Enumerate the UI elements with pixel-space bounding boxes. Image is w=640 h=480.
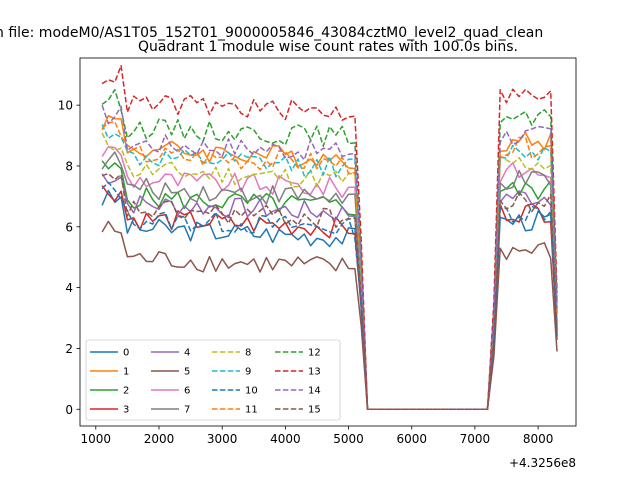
legend-label-15: 15 bbox=[308, 405, 321, 416]
y-tick-label: 0 bbox=[65, 403, 73, 417]
legend-label-10: 10 bbox=[245, 386, 258, 397]
x-tick-label: 6000 bbox=[396, 432, 427, 446]
legend-label-7: 7 bbox=[184, 405, 190, 416]
legend-label-5: 5 bbox=[184, 367, 190, 378]
series-line-5 bbox=[101, 220, 558, 411]
series-line-11 bbox=[101, 120, 558, 411]
y-tick-label: 6 bbox=[65, 220, 73, 234]
series-line-14 bbox=[101, 105, 558, 411]
series-line-12 bbox=[101, 88, 558, 411]
series-line-13 bbox=[101, 64, 558, 411]
legend-label-2: 2 bbox=[123, 386, 129, 397]
x-tick-label: 1000 bbox=[81, 432, 112, 446]
legend-label-13: 13 bbox=[308, 367, 321, 378]
legend-label-9: 9 bbox=[245, 367, 251, 378]
y-tick-label: 4 bbox=[65, 281, 73, 295]
series-line-15 bbox=[101, 172, 558, 411]
legend-label-4: 4 bbox=[184, 348, 190, 359]
y-axis: 0 2 4 6 8 10 bbox=[58, 99, 80, 417]
x-tick-label: 4000 bbox=[270, 432, 301, 446]
x-tick-label: 5000 bbox=[333, 432, 364, 446]
y-tick-label: 8 bbox=[65, 159, 73, 173]
legend-label-12: 12 bbox=[308, 348, 321, 359]
y-tick-label: 10 bbox=[58, 99, 73, 113]
legend-label-1: 1 bbox=[123, 367, 129, 378]
series-layer bbox=[101, 64, 558, 411]
legend-label-0: 0 bbox=[123, 348, 129, 359]
x-offset-label: +4.3256e8 bbox=[509, 456, 576, 470]
x-tick-label: 2000 bbox=[144, 432, 175, 446]
x-tick-label: 3000 bbox=[207, 432, 238, 446]
legend-box bbox=[85, 339, 341, 421]
axes-frame bbox=[79, 57, 577, 427]
legend-label-3: 3 bbox=[123, 405, 129, 416]
y-tick-label: 2 bbox=[65, 342, 73, 356]
legend-label-11: 11 bbox=[245, 405, 258, 416]
legend-label-8: 8 bbox=[245, 348, 251, 359]
chart-title: Quadrant 1 module wise count rates with … bbox=[138, 39, 518, 55]
legend-label-14: 14 bbox=[308, 386, 321, 397]
x-axis: 1000 2000 3000 4000 5000 6000 7000 8000 bbox=[81, 426, 554, 446]
x-tick-label: 7000 bbox=[460, 432, 491, 446]
x-tick-label: 8000 bbox=[523, 432, 554, 446]
figure-suptitle: n file: modeM0/AS1T05_152T01_9000005846_… bbox=[0, 25, 543, 41]
legend-label-6: 6 bbox=[184, 386, 190, 397]
